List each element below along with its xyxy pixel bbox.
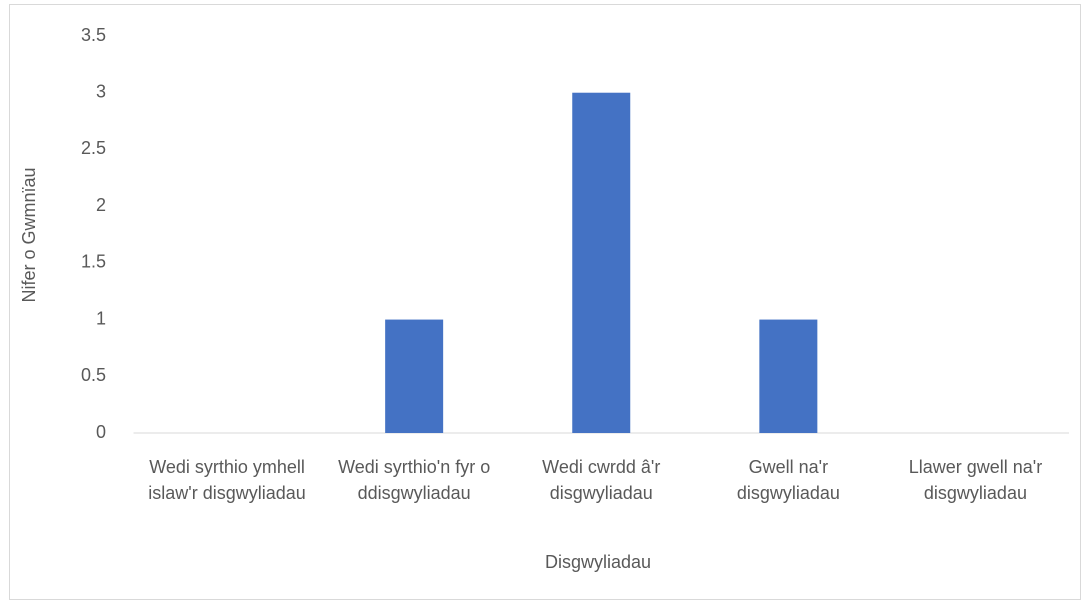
bar — [385, 319, 444, 433]
y-tick-label: 1 — [96, 308, 106, 328]
bar — [759, 319, 818, 433]
x-tick-label: Wedi syrthio ymhell islaw'r disgwyliadau — [148, 457, 306, 503]
y-tick-label: 2.5 — [81, 138, 106, 158]
chart-border — [9, 4, 1081, 600]
y-tick-label: 2 — [96, 195, 106, 215]
y-tick-label: 0.5 — [81, 365, 106, 385]
x-tick-label: Wedi syrthio'n fyr o ddisgwyliadau — [338, 457, 491, 503]
bar — [572, 92, 631, 433]
y-axis-title: Nifer o Gwmnïau — [19, 167, 39, 302]
y-tick-label: 3.5 — [81, 25, 106, 45]
y-tick-label: 1.5 — [81, 252, 106, 272]
x-tick-label: Llawer gwell na'r disgwyliadau — [908, 457, 1043, 503]
x-tick-label: Wedi cwrdd â'r disgwyliadau — [542, 457, 661, 503]
x-axis-title: Disgwyliadau — [545, 552, 651, 572]
y-tick-label: 0 — [96, 422, 106, 442]
x-tick-label: Gwell na'r disgwyliadau — [736, 457, 840, 503]
y-tick-label: 3 — [96, 81, 106, 101]
